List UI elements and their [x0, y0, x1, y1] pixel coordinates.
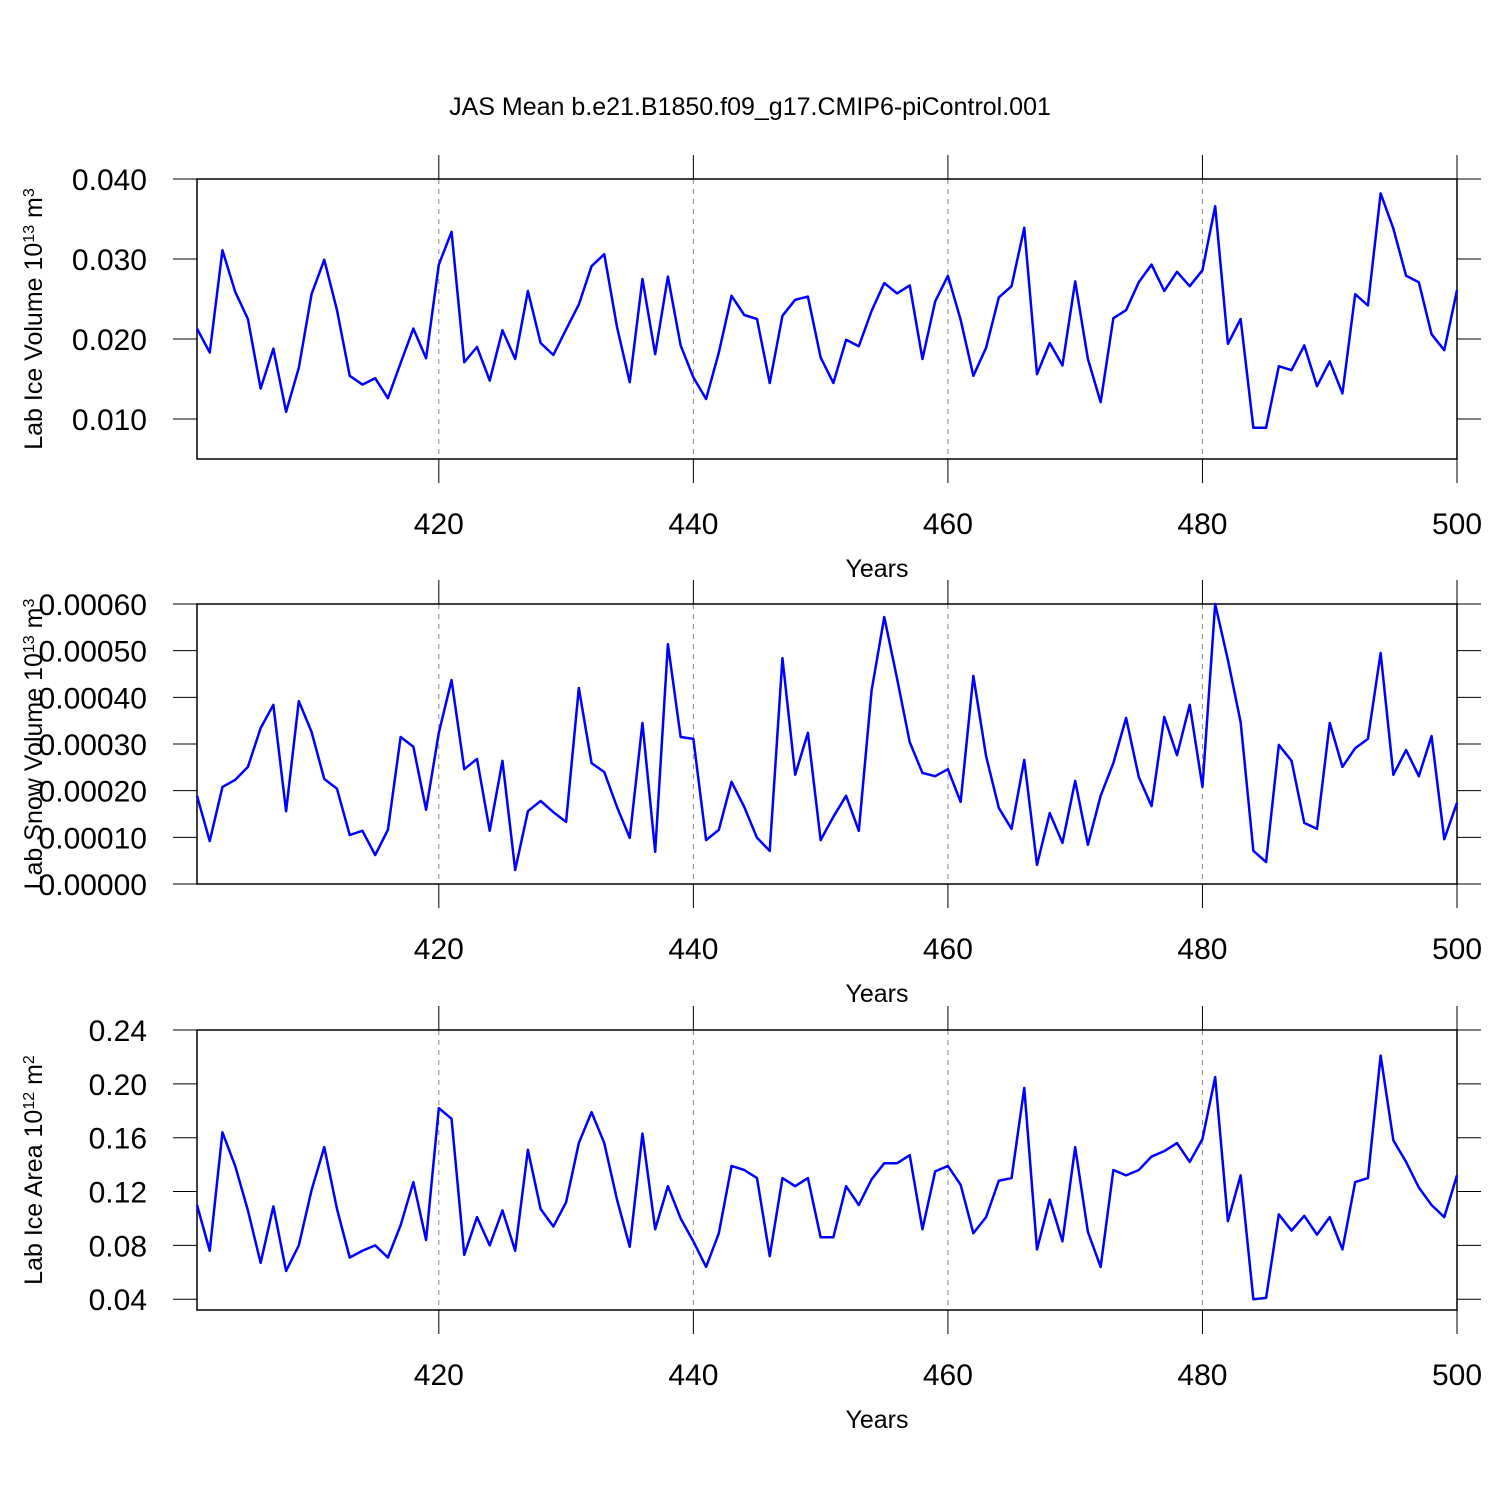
- y-tick-label: 0.030: [72, 244, 147, 277]
- x-tick-label: 480: [1177, 1359, 1227, 1392]
- y-tick-label: 0.12: [89, 1177, 147, 1210]
- y-tick-label: 0.00050: [39, 636, 147, 669]
- y-axis-label: Lab Ice Volume 1013 m3: [20, 188, 48, 450]
- y-axis-label-part: Lab Snow Volume 10: [20, 653, 48, 889]
- y-axis-label-part: 3: [21, 599, 38, 608]
- y-axis-label-part: m: [20, 608, 48, 636]
- y-axis-label-part: Lab Ice Area 10: [20, 1110, 48, 1285]
- y-axis-label: Lab Snow Volume 1013 m3: [20, 599, 48, 890]
- x-axis-label: Years: [845, 980, 908, 1008]
- y-tick-label: 0.00060: [39, 589, 147, 622]
- x-tick-label: 440: [668, 933, 718, 966]
- x-tick-label: 460: [923, 933, 973, 966]
- y-tick-label: 0.00030: [39, 729, 147, 762]
- y-axis-label: Lab Ice Area 1012 m2: [20, 1055, 48, 1285]
- y-axis-label-part: 13: [21, 225, 38, 243]
- x-tick-label: 440: [668, 508, 718, 541]
- y-axis-label-part: 2: [21, 1055, 38, 1064]
- y-tick-label: 0.08: [89, 1230, 147, 1263]
- x-tick-label: 460: [923, 1359, 973, 1392]
- x-tick-label: 480: [1177, 933, 1227, 966]
- x-tick-label: 500: [1432, 933, 1482, 966]
- y-tick-label: 0.00040: [39, 682, 147, 715]
- x-tick-label: 480: [1177, 508, 1227, 541]
- y-axis-label-part: 3: [21, 188, 38, 197]
- y-axis-label-part: m: [20, 197, 48, 225]
- y-tick-label: 0.040: [72, 164, 147, 197]
- x-tick-label: 500: [1432, 1359, 1482, 1392]
- y-tick-label: 0.16: [89, 1123, 147, 1156]
- data-line: [195, 192, 1459, 430]
- y-axis-label-part: 13: [21, 635, 38, 653]
- x-tick-label: 420: [414, 508, 464, 541]
- y-axis-label-part: 12: [21, 1092, 38, 1110]
- data-line: [195, 1054, 1459, 1301]
- chart-title: JAS Mean b.e21.B1850.f09_g17.CMIP6-piCon…: [449, 93, 1051, 121]
- y-tick-label: 0.00000: [39, 869, 147, 902]
- y-tick-label: 0.00020: [39, 776, 147, 809]
- y-axis-label-part: Lab Ice Volume 10: [20, 243, 48, 450]
- plot-frame: [196, 1029, 1458, 1311]
- y-tick-label: 0.20: [89, 1069, 147, 1102]
- y-tick-label: 0.04: [89, 1284, 147, 1317]
- x-tick-label: 440: [668, 1359, 718, 1392]
- plot-frame: [196, 178, 1458, 460]
- y-tick-label: 0.010: [72, 404, 147, 437]
- y-axis-label-part: m: [20, 1064, 48, 1092]
- x-tick-label: 420: [414, 933, 464, 966]
- y-tick-label: 0.00010: [39, 822, 147, 855]
- x-axis-label: Years: [845, 1406, 908, 1434]
- y-tick-label: 0.24: [89, 1015, 147, 1048]
- data-line: [195, 602, 1459, 872]
- x-tick-label: 420: [414, 1359, 464, 1392]
- plot-frame: [196, 603, 1458, 885]
- x-axis-label: Years: [845, 555, 908, 583]
- x-tick-label: 500: [1432, 508, 1482, 541]
- y-tick-label: 0.020: [72, 324, 147, 357]
- x-tick-label: 460: [923, 508, 973, 541]
